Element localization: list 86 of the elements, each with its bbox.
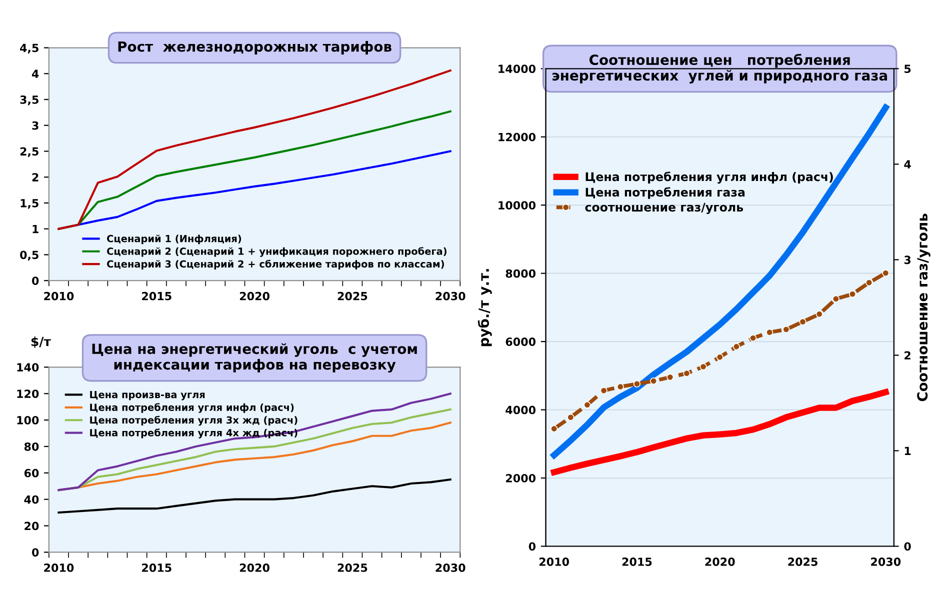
x-tick-label: 2020	[240, 564, 270, 572]
x-tick-label: 2020	[705, 558, 735, 566]
y2-tick-label: 5	[904, 64, 911, 74]
y-tick-label: 3	[32, 121, 38, 130]
point	[882, 270, 890, 277]
y-tick-label: 20	[24, 522, 39, 530]
y-tick-label: 60	[24, 468, 39, 478]
x-tick-label: 2030	[871, 558, 901, 566]
x-tick-label: 2015	[142, 564, 172, 572]
legend-label: Цена потребления угля инфл (расч)	[586, 172, 833, 184]
x-tick-label: 2030	[436, 564, 466, 572]
point	[816, 310, 823, 318]
y-tick-label: 4	[32, 70, 39, 78]
point	[600, 387, 608, 394]
x-tick-label: 2010	[539, 558, 569, 566]
y-tick-label: 0	[32, 548, 39, 557]
legend-label: Цена произв-ва угля	[90, 391, 205, 400]
y2-tick-label: 2	[904, 351, 910, 360]
point	[716, 354, 724, 361]
x-tick-label: 2015	[142, 292, 172, 300]
point	[832, 295, 840, 302]
y-tick-label: 100	[17, 416, 39, 424]
legend-label: Сценарий 1 (Инфляция)	[107, 234, 242, 244]
y-tick-label: 140	[17, 363, 39, 372]
legend-label: Сценарий 2 (Сценарий 1 + унификация порожнего пробега)	[107, 247, 446, 257]
point	[866, 279, 873, 286]
point	[766, 328, 774, 336]
point	[848, 290, 856, 298]
x-tick-label: 2030	[436, 292, 466, 300]
legend-label: Цена потребления газа	[586, 187, 745, 199]
y-tick-label: 2,5	[20, 147, 38, 158]
point	[650, 377, 658, 385]
y-tick-label: 14000	[498, 64, 536, 74]
legend-label: Цена потребления угля инфл (расч)	[90, 403, 294, 413]
y2-tick-label: 1	[904, 446, 911, 455]
x-tick-label: 2025	[338, 564, 368, 572]
y-tick-label: 8000	[506, 269, 536, 278]
legend-label: Сценарий 3 (Сценарий 2 + сближение тарифов по классам)	[107, 260, 444, 270]
point	[567, 414, 574, 421]
y-tick-label: 6000	[506, 338, 536, 346]
y-tick-label: 2000	[506, 474, 536, 482]
line-series	[58, 69, 452, 230]
line-series	[58, 478, 452, 514]
point	[732, 343, 740, 350]
chart-title: Соотношение цен потребления энергетических углей и природного газа	[552, 54, 888, 84]
y-tick-label: 10000	[498, 201, 536, 210]
y-tick-label: 2	[32, 173, 38, 182]
chart-title: Рост железнодорожных тарифов	[118, 41, 392, 54]
y2-axis-title: Соотношение газ/уголь	[917, 214, 930, 402]
legend-label: Цена потребления угля 3х жд (расч)	[90, 416, 298, 426]
point	[550, 425, 558, 432]
line-series	[58, 392, 452, 492]
y-tick-label: 120	[17, 390, 39, 398]
y-axis-title: руб./т у.т.	[478, 269, 492, 346]
point	[584, 401, 591, 408]
y-tick-label: 3,5	[20, 95, 38, 106]
x-tick-label: 2010	[44, 564, 74, 572]
point	[666, 374, 674, 381]
point	[799, 318, 806, 326]
y-tick-label: 12000	[498, 132, 536, 142]
x-tick-label: 2010	[44, 292, 74, 300]
y-axis-title: $/т	[31, 336, 51, 348]
point	[782, 326, 790, 333]
y2-tick-label: 0	[904, 542, 911, 551]
y-tick-label: 1,5	[20, 199, 38, 209]
x-tick-label: 2015	[622, 558, 652, 566]
y-tick-label: 80	[24, 442, 39, 451]
x-tick-label: 2025	[788, 558, 818, 566]
y-tick-label: 0	[32, 276, 39, 285]
chart-title: Цена на энергетический уголь с учетом индексации тарифов на перевозку	[92, 343, 417, 373]
point	[683, 370, 690, 377]
x-tick-label: 2020	[240, 292, 270, 300]
y-tick-label: 4,5	[20, 44, 38, 54]
y-tick-label: 0,5	[20, 250, 38, 261]
point	[633, 380, 641, 388]
y-tick-label: 0	[528, 542, 536, 551]
point	[700, 363, 707, 370]
y-tick-label: 40	[24, 495, 39, 504]
point	[749, 334, 757, 342]
point	[616, 383, 624, 390]
legend-label: соотношение газ/уголь	[585, 202, 744, 214]
y2-tick-label: 4	[904, 160, 911, 168]
y2-tick-label: 3	[904, 256, 911, 264]
y-tick-label: 1	[32, 224, 38, 234]
x-tick-label: 2025	[338, 292, 368, 300]
y-tick-label: 4000	[506, 406, 536, 414]
